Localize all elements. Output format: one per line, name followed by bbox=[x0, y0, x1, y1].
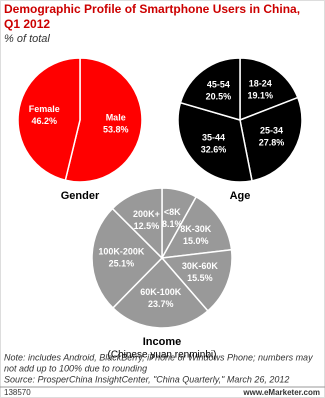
chart-title: Q1 2012 bbox=[4, 17, 50, 31]
pie-slice bbox=[111, 187, 163, 260]
pie-slice bbox=[91, 207, 164, 309]
pie-slice bbox=[179, 57, 241, 121]
pie-slice bbox=[177, 101, 253, 183]
slice-value: 25.1% bbox=[109, 259, 135, 269]
slice-label: Female bbox=[29, 104, 60, 114]
slice-value: 19.1% bbox=[248, 91, 274, 101]
slice-value: 15.0% bbox=[183, 236, 209, 246]
slice-label: Male bbox=[106, 113, 126, 123]
footer-brand: www.eMarketer.com bbox=[242, 388, 320, 397]
pie-title: Income bbox=[143, 336, 182, 348]
slice-label: 60K-100K bbox=[140, 287, 182, 297]
slice-value: 53.8% bbox=[103, 125, 129, 135]
pie-slice bbox=[17, 57, 81, 182]
footer-id: 138570 bbox=[4, 388, 31, 397]
slice-value: 32.6% bbox=[201, 145, 227, 155]
note: not add up to 100% due to rounding bbox=[4, 363, 147, 373]
slice-label: 200K+ bbox=[133, 209, 160, 219]
pie-title: Age bbox=[230, 190, 251, 202]
slice-label: 30K-60K bbox=[182, 261, 219, 271]
pie-subtitle: (Chinese yuan renminbi) bbox=[108, 350, 217, 361]
slice-label: 45-54 bbox=[207, 80, 230, 90]
slice-value: 8.1% bbox=[162, 219, 183, 229]
chart-subtitle: % of total bbox=[4, 33, 50, 45]
slice-label: 25-34 bbox=[260, 126, 283, 136]
slice-label: 35-44 bbox=[202, 133, 225, 143]
pie-slice bbox=[64, 57, 143, 183]
slice-value: 23.7% bbox=[148, 299, 174, 309]
slice-label: 100K-200K bbox=[98, 247, 145, 257]
note: Note: includes Android, BlackBerry, iPho… bbox=[4, 352, 313, 362]
pie-slice bbox=[111, 256, 209, 329]
slice-value: 27.8% bbox=[259, 138, 285, 148]
slice-label: <8K bbox=[164, 207, 181, 217]
slice-value: 20.5% bbox=[206, 92, 232, 102]
chart-title: Demographic Profile of Smartphone Users … bbox=[4, 2, 300, 16]
slice-value: 15.5% bbox=[187, 273, 213, 283]
pie-slice bbox=[160, 248, 233, 312]
pie-slice bbox=[239, 96, 303, 182]
slice-label: 18-24 bbox=[249, 79, 272, 89]
source: Source: ProsperChina InsightCenter, "Chi… bbox=[4, 374, 289, 384]
pie-slice bbox=[160, 195, 233, 259]
slice-value: 46.2% bbox=[32, 116, 58, 126]
pie-title: Gender bbox=[61, 190, 100, 202]
pie-slice bbox=[239, 57, 299, 122]
slice-value: 12.5% bbox=[134, 221, 160, 231]
slice-label: 8K-30K bbox=[180, 224, 212, 234]
